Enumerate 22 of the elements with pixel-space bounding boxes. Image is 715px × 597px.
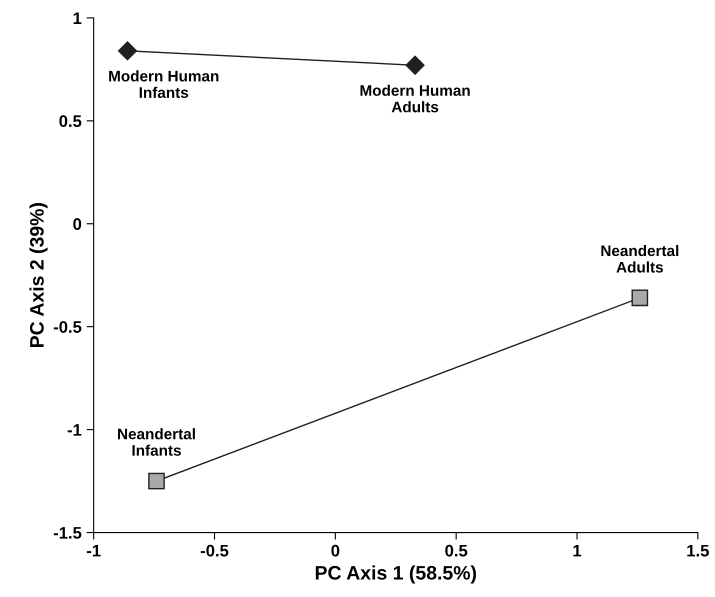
y-tick-label: -0.5 [54,321,82,333]
x-tick-label: 1 [573,544,582,556]
x-tick-label: 1.5 [687,544,709,557]
point [118,41,138,60]
x-tick-label: 0 [331,544,340,557]
x-tick-label: -0.5 [200,544,228,557]
point [632,290,648,306]
annotation: Neandertal Infants [118,428,195,456]
y-axis-title: PC Axis 2 (39%) [29,203,48,348]
annotation: Modern Human Infants [109,70,218,98]
x-tick-label: -1 [86,544,101,556]
y-tick-label: 1 [74,12,82,24]
y-tick-label: -1.5 [54,527,82,539]
y-tick-label: 0.5 [59,115,82,128]
point [406,56,425,75]
annotation: Modern Human Adults [360,84,470,112]
point [148,472,165,490]
x-tick-label: 0.5 [445,544,468,557]
y-tick-label: 0 [73,218,82,230]
annotation: Neandertal Adults [601,244,678,273]
y-tick-label: -1 [68,424,82,436]
x-axis-title: PC Axis 1 (58.5%) [316,565,476,584]
